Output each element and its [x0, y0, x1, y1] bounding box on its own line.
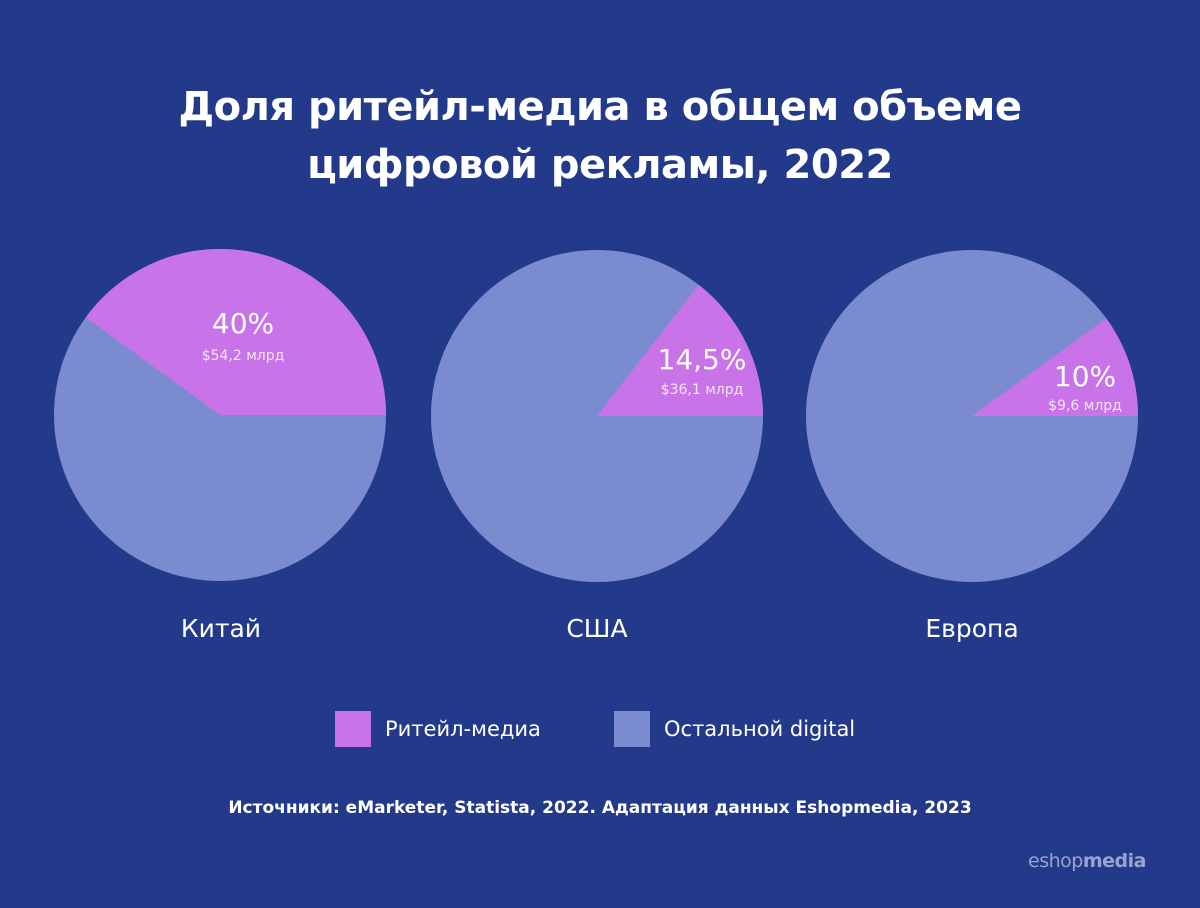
pie-label-usa: США: [566, 614, 628, 643]
chart-title-line-1: Доля ритейл-медиа в общем объеме: [178, 84, 1022, 130]
slice-value-label-europe: $9,6 млрд: [1048, 398, 1122, 414]
slice-pct-label-europe: 10%: [1054, 360, 1116, 393]
pie-slice-retail-china: [85, 249, 386, 415]
chart-title-line-2: цифровой рекламы, 2022: [307, 142, 893, 188]
slice-pct-label-china: 40%: [212, 307, 274, 340]
logo-part-1: eshop: [1028, 850, 1083, 872]
legend-label-other: Остальной digital: [664, 717, 856, 741]
eshopmedia-logo: eshopmedia: [1028, 850, 1146, 872]
slice-pct-label-usa: 14,5%: [658, 343, 747, 376]
pie-label-china: Китай: [180, 614, 262, 643]
legend-item-retail: Ритейл-медиа: [335, 711, 541, 747]
legend-item-other: Остальной digital: [614, 711, 855, 747]
logo-part-2: media: [1082, 850, 1147, 872]
slice-value-label-china: $54,2 млрд: [202, 348, 285, 364]
legend-label-retail: Ритейл-медиа: [385, 717, 541, 741]
legend-swatch-retail: [335, 711, 371, 747]
pie-label-europe: Европа: [925, 614, 1019, 643]
legend-swatch-other: [614, 711, 650, 747]
legend: Ритейл-медиа Остальной digital: [0, 711, 1200, 747]
pie-slice-retail-usa: [597, 284, 763, 416]
chart-title: Доля ритейл-медиа в общем объеме цифрово…: [0, 78, 1200, 194]
pie-slice-retail-europe: [972, 318, 1138, 416]
slice-value-label-usa: $36,1 млрд: [661, 382, 744, 398]
source-note: Источники: eMarketer, Statista, 2022. Ад…: [228, 798, 972, 818]
